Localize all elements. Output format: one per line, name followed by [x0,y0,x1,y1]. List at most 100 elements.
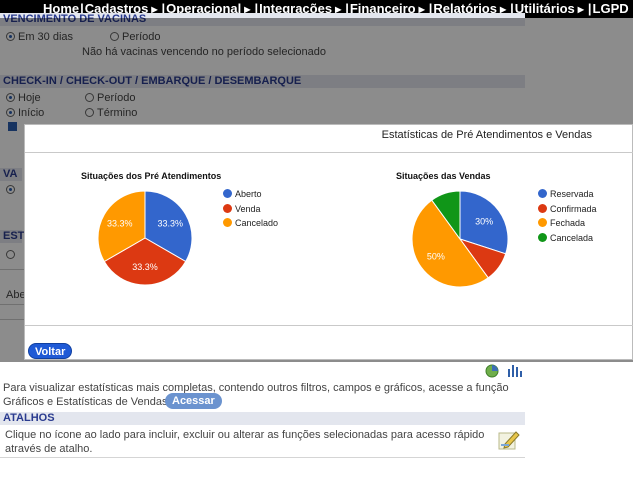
legend-label: Fechada [550,218,586,228]
shortcut-edit-icon[interactable] [497,427,521,451]
legend-swatch [538,232,547,242]
legend-label: Venda [235,203,261,214]
vendas-chart-title: Situações das Vendas [396,171,491,181]
radio-icon [6,250,15,259]
atalhos-header: ATALHOS [0,412,525,425]
atalhos-text: Clique no ícone ao lado para incluir, ex… [5,428,495,456]
checkin-header: CHECK-IN / CHECK-OUT / EMBARQUE / DESEMB… [0,75,525,88]
nav-arrow-icon: ▶ [499,5,507,14]
stats-modal: Estatísticas de Pré Atendimentos e Venda… [24,124,633,360]
legend-swatch [223,189,232,198]
table-header-fragment: Abe [6,289,26,301]
nav-home[interactable]: Home [43,1,80,16]
pie-data-label: 33.3% [132,262,158,272]
pie-slice-cancelada[interactable] [431,190,461,241]
radio-icon [85,108,94,117]
stats-info-text: Para visualizar estatísticas mais comple… [3,381,523,409]
radio-icon [6,93,15,102]
vacinas-option-30dias[interactable]: Em 30 dias [6,31,73,43]
back-button[interactable]: Voltar [28,343,73,359]
pie-slice-fechada[interactable] [411,199,489,288]
nav-separator: | [80,1,84,16]
pie-data-label: 33.3% [107,218,133,228]
pie-data-label: 33.3% [157,218,183,228]
nav-integracoes[interactable]: Integrações [259,1,333,16]
modal-divider-bottom [25,325,633,326]
nav-arrow-icon: ▶ [577,5,584,14]
pie-data-label: 30% [475,217,493,227]
legend-item-reservada[interactable]: Reservada [538,189,597,204]
checkin-checkbox[interactable] [8,122,17,134]
legend-item-aberto[interactable]: Aberto [223,189,278,204]
radio-icon [85,93,94,102]
radio-icon [6,108,15,117]
vacinas-header: VENCIMENTO DE VACINAS [0,13,525,26]
vacinas-empty-message: Não há vacinas vencendo no período selec… [82,46,327,58]
checkin-option-periodo[interactable]: Período [85,92,136,104]
nav-operacional[interactable]: Operacional [166,1,242,16]
acessar-button[interactable]: Acessar [165,393,222,409]
bar-chart-icon[interactable] [507,363,523,378]
vendas-pie-chart: 30% 50% [411,190,509,288]
nav-utilitarios[interactable]: Utilitários [514,1,575,16]
nav-separator: | [161,1,166,16]
checkin-option-hoje[interactable]: Hoje [6,92,41,104]
pre-atendimentos-chart-title: Situações dos Pré Atendimentos [81,171,222,181]
legend-swatch [538,218,547,227]
modal-title: Estatísticas de Pré Atendimentos e Venda… [381,129,592,141]
legend-item-fechada[interactable]: Fechada [538,218,597,233]
checkin-option-termino[interactable]: Término [85,107,137,119]
checkin-option-inicio[interactable]: Início [6,107,44,119]
nav-separator: | [587,1,592,16]
legend-label: Cancelada [550,232,594,243]
vendas-legend: Reservada Confirmada Fechada Cancelada [538,189,597,247]
pie-slice-cancelado[interactable] [97,190,146,263]
nav-separator: | [345,1,349,16]
nav-lgpd[interactable]: LGPD [592,1,629,16]
radio-icon [110,32,119,41]
nav-separator: | [428,1,433,16]
nav-separator: | [254,1,259,16]
stats-info-line-2: Gráficos e Estatísticas de Vendas. [3,396,171,408]
legend-swatch [223,203,232,213]
section-divider [0,457,525,458]
nav-cadastros[interactable]: Cadastros [84,1,149,16]
radio-fragment[interactable] [6,249,18,261]
pie-chart-icon[interactable] [485,364,499,378]
modal-divider-top [25,152,633,153]
legend-label: Reservada [550,189,594,199]
page-lower-area [0,362,633,500]
nav-arrow-icon: ▶ [151,5,158,14]
nav-financeiro[interactable]: Financeiro [349,1,416,16]
legend-item-cancelado[interactable]: Cancelado [223,218,278,233]
nav-relatorios[interactable]: Relatórios [433,1,497,16]
nav-arrow-icon: ▶ [418,5,425,14]
legend-item-venda[interactable]: Venda [223,203,278,219]
legend-label: Confirmada [550,203,597,214]
vacinas-option-periodo[interactable]: Período [110,31,161,43]
radio-fragment[interactable] [6,184,18,196]
checkbox-icon [8,122,17,131]
pie-slice-reservada[interactable] [459,190,509,255]
legend-swatch [538,189,547,198]
stats-info-line-1: Para visualizar estatísticas mais comple… [3,382,509,394]
nav-arrow-icon: ▶ [244,5,251,14]
legend-item-cancelada[interactable]: Cancelada [538,232,597,248]
pre-atendimentos-legend: Aberto Venda Cancelado [223,189,278,233]
atalhos-line-1: Clique no ícone ao lado para incluir, ex… [5,429,485,441]
legend-item-confirmada[interactable]: Confirmada [538,203,597,219]
legend-label: Aberto [235,189,262,199]
section-header-fragment: VA [0,168,22,181]
atalhos-line-2: através de atalho. [5,443,93,455]
legend-swatch [538,203,547,213]
nav-arrow-icon: ▶ [335,5,342,14]
radio-icon [6,32,15,41]
pie-data-label: 50% [427,251,445,261]
legend-label: Cancelado [235,218,279,228]
legend-swatch [223,218,232,227]
nav-separator: | [510,1,514,16]
section-header-fragment: EST [0,230,24,243]
radio-icon [6,185,15,194]
pre-atendimentos-pie-chart: 33.3% 33.3% 33.3% [97,190,193,286]
pie-slice-aberto[interactable] [144,190,193,263]
